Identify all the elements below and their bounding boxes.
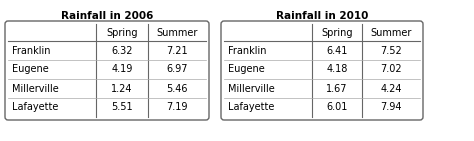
Text: Lafayette: Lafayette	[228, 103, 274, 113]
Text: 7.94: 7.94	[380, 103, 402, 113]
Text: 5.46: 5.46	[166, 83, 188, 93]
Text: Millerville: Millerville	[12, 83, 59, 93]
Text: 4.19: 4.19	[111, 64, 133, 74]
Text: Spring: Spring	[321, 27, 353, 38]
Text: 6.41: 6.41	[326, 46, 348, 56]
Text: Rainfall in 2010: Rainfall in 2010	[276, 11, 368, 21]
Text: Summer: Summer	[370, 27, 412, 38]
Text: 1.67: 1.67	[326, 83, 348, 93]
Text: 5.51: 5.51	[111, 103, 133, 113]
Text: 6.32: 6.32	[111, 46, 133, 56]
Text: Eugene: Eugene	[12, 64, 49, 74]
Text: 7.21: 7.21	[166, 46, 188, 56]
Text: 1.24: 1.24	[111, 83, 133, 93]
Text: Eugene: Eugene	[228, 64, 265, 74]
Text: 7.02: 7.02	[380, 64, 402, 74]
Text: Franklin: Franklin	[228, 46, 266, 56]
Text: 6.97: 6.97	[166, 64, 188, 74]
Text: 4.24: 4.24	[380, 83, 402, 93]
Text: 7.19: 7.19	[166, 103, 188, 113]
Text: Millerville: Millerville	[228, 83, 275, 93]
Text: 7.52: 7.52	[380, 46, 402, 56]
Text: Lafayette: Lafayette	[12, 103, 58, 113]
Text: 4.18: 4.18	[326, 64, 348, 74]
Text: Franklin: Franklin	[12, 46, 51, 56]
FancyBboxPatch shape	[221, 21, 423, 120]
Text: Summer: Summer	[156, 27, 198, 38]
FancyBboxPatch shape	[5, 21, 209, 120]
Text: 6.01: 6.01	[326, 103, 348, 113]
Text: Spring: Spring	[106, 27, 138, 38]
Text: Rainfall in 2006: Rainfall in 2006	[61, 11, 153, 21]
